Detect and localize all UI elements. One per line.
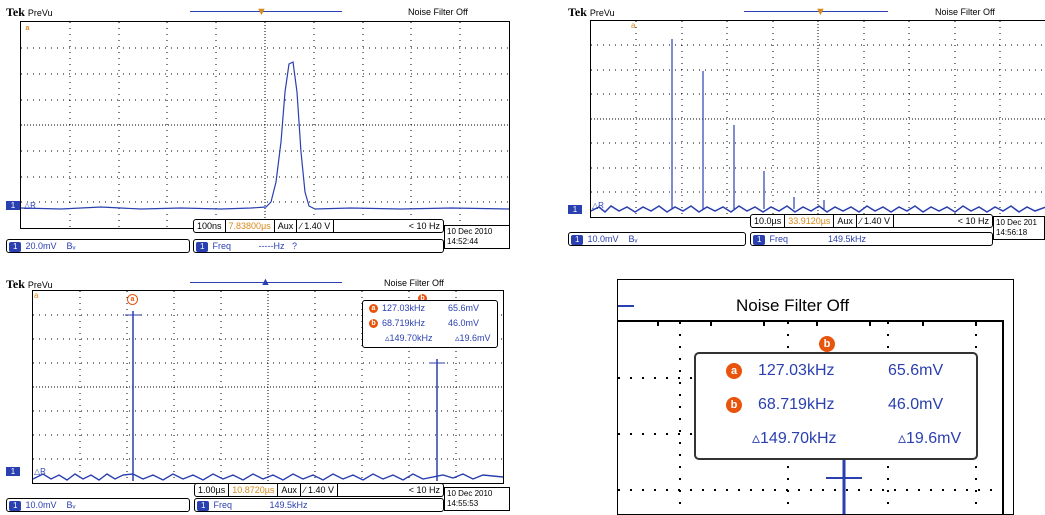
- trigger-position: 10.8720µs: [229, 484, 279, 496]
- cursor-crosshairs: [125, 314, 445, 364]
- trigger-source: Aux: [278, 484, 301, 496]
- brand-logo: Tek PreVu: [6, 277, 53, 291]
- frequency-measurement-box: 1 Freq 149.5kHz: [194, 498, 444, 512]
- zoom-record-bar: [618, 305, 634, 307]
- cursor-a-marker: a: [127, 294, 138, 305]
- trigger-info-bar: 1.00µs 10.8720µs Aux ∕ 1.40 V < 10 Hz: [194, 483, 444, 497]
- zoom-cursor-b-icon: b: [726, 396, 742, 413]
- noise-filter-label: Noise Filter Off: [408, 7, 468, 17]
- graticule: a: [20, 21, 510, 229]
- date-time-stamp: 10 Dec 2010 14:52:44: [444, 225, 510, 249]
- cursor-a-marker-top: a: [34, 291, 39, 300]
- zoom-cursor-readout-panel: a 127.03kHz 65.6mV b 68.719kHz 46.0mV ▵149.7…: [694, 352, 978, 460]
- trigger-level: ∕ 1.40 V: [301, 484, 338, 496]
- pulse-trace: [21, 61, 509, 210]
- trigger-position: 7.83800µs: [226, 220, 275, 232]
- cursor-spikes: [132, 311, 438, 481]
- zoom-cursor-b-marker: b: [819, 336, 835, 352]
- graticule: a: [590, 20, 1045, 218]
- frequency-measurement-box: 1 Freq 149.5kHz: [750, 232, 993, 246]
- cursor-readout-panel: a 127.03kHz 65.6mV b 68.719kHz 46.0mV ▵149.7…: [362, 300, 498, 348]
- mode-label: PreVu: [27, 8, 53, 18]
- trigger-source: Aux: [275, 220, 298, 232]
- reference-marker: △R: [592, 201, 604, 210]
- record-bar: [744, 11, 888, 12]
- frequency-measurement-box: 1 Freq -----Hz ?: [193, 239, 444, 253]
- trigger-frequency: < 10 Hz: [957, 216, 989, 226]
- delta-voltage: ▵19.6mV: [455, 333, 491, 343]
- waveform-display: [21, 22, 509, 228]
- harmonic-spikes: [671, 39, 825, 209]
- brand-logo: Tek PreVu: [6, 5, 53, 19]
- scope-bottom-left: Tek PreVu ▲ Noise Filter Off a a b a 127.…: [6, 277, 510, 513]
- noise-filter-label: Noise Filter Off: [384, 278, 444, 288]
- waveform-display: [591, 21, 1045, 217]
- zoom-delta-frequency: ▵149.70kHz: [752, 430, 837, 447]
- trigger-frequency: < 10 Hz: [408, 221, 440, 231]
- scope-top-left: Tek PreVu ▼ Noise Filter Off a 1 △R 100n…: [6, 5, 510, 255]
- scope-top-right: Tek PreVu ▼ Noise Filter Off a 1 △R 10.0…: [568, 5, 1045, 246]
- trigger-position-marker: ▼: [815, 6, 826, 18]
- trigger-position-marker: ▼: [256, 6, 267, 18]
- reference-marker: △R: [24, 201, 36, 210]
- zoom-delta-voltage: ▵19.6mV: [898, 430, 962, 447]
- mode-label: PreVu: [589, 8, 615, 18]
- trigger-level: ∕ 1.40 V: [297, 220, 335, 232]
- trigger-info-bar: 100ns 7.83800µs Aux ∕ 1.40 V < 10 Hz: [193, 219, 444, 233]
- trigger-info-bar: 10.0µs 33.9120µs Aux ∕ 1.40 V < 10 Hz: [750, 214, 993, 228]
- trigger-position: 33.9120µs: [785, 215, 835, 227]
- record-bar: [190, 282, 342, 283]
- cursor-a-icon: a: [369, 304, 378, 314]
- trigger-position-marker: ▲: [260, 276, 271, 288]
- reference-marker: △R: [34, 467, 46, 476]
- noise-floor-trace: [591, 205, 1045, 214]
- channel-1-ground-indicator: 1: [6, 201, 20, 210]
- zoom-noise-filter-label: Noise Filter Off: [736, 296, 850, 315]
- brand-logo: Tek PreVu: [568, 5, 615, 19]
- channel-1-ground-indicator: 1: [568, 205, 582, 214]
- record-bar: [190, 11, 342, 12]
- date-time-stamp: 10 Dec 201 14:56:18: [993, 216, 1045, 240]
- zoom-panel: Noise Filter Off b a 127.03kHz 65.6mV b 68.…: [617, 279, 1014, 515]
- waveform-display: [33, 291, 503, 483]
- trigger-frequency: < 10 Hz: [408, 485, 440, 495]
- zoom-cursor-a-icon: a: [726, 362, 742, 379]
- timebase: 10.0µs: [751, 215, 786, 227]
- channel-1-scale-box: 1 10.0mV Bᵥ: [568, 232, 746, 246]
- zoom-graticule-right: [1002, 320, 1004, 514]
- cursor-b-marker: b: [418, 294, 427, 303]
- zoom-graticule-edge: [618, 320, 1004, 322]
- channel-1-scale-box: 1 20.0mV Bᵥ: [6, 239, 190, 253]
- cursor-b-icon: b: [369, 319, 378, 329]
- mode-label: PreVu: [27, 280, 53, 290]
- trigger-level: ∕ 1.40 V: [857, 215, 894, 227]
- cursor-a-marker: a: [631, 21, 636, 30]
- delta-frequency: ▵149.70kHz: [385, 333, 433, 343]
- timebase: 1.00µs: [195, 484, 230, 496]
- cursor-a-marker: a: [25, 25, 30, 32]
- noise-filter-label: Noise Filter Off: [935, 7, 995, 17]
- date-time-stamp: 10 Dec 2010 14:55:53: [444, 487, 510, 511]
- noise-floor-trace: [33, 473, 503, 481]
- graticule: a: [32, 290, 504, 484]
- trigger-source: Aux: [834, 215, 857, 227]
- timebase: 100ns: [194, 220, 226, 232]
- channel-1-scale-box: 1 10.0mV Bᵥ: [6, 498, 190, 512]
- channel-1-ground-indicator: 1: [6, 467, 20, 476]
